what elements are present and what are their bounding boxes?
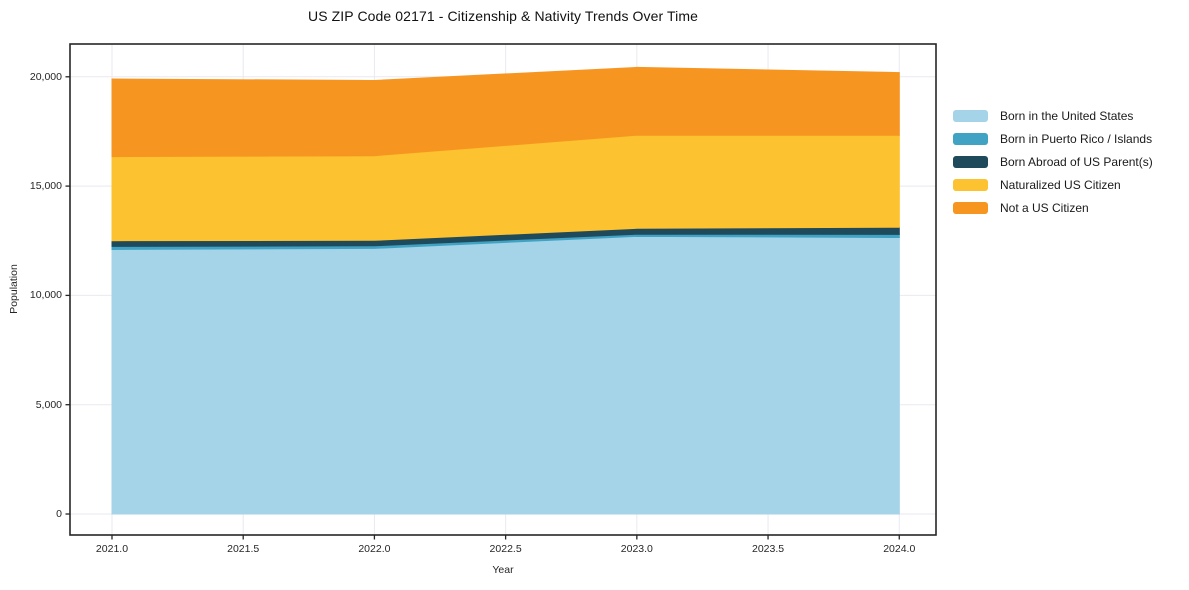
- legend-swatch-icon: [953, 201, 988, 214]
- legend-item-born-in-puerto-rico-islands: Born in Puerto Rico / Islands: [953, 127, 1153, 150]
- legend-item-naturalized-us-citizen: Naturalized US Citizen: [953, 173, 1153, 196]
- chart-title: US ZIP Code 02171 - Citizenship & Nativi…: [307, 8, 699, 24]
- legend-swatch-icon: [953, 109, 988, 122]
- legend-swatch-icon: [953, 155, 988, 168]
- area-born-in-the-united-states: [111, 235, 900, 515]
- legend-swatch-icon: [953, 178, 988, 191]
- legend-item-born-abroad-of-us-parent-s: Born Abroad of US Parent(s): [953, 150, 1153, 173]
- x-tick-label: 2022.0: [358, 543, 391, 555]
- legend-label: Born in Puerto Rico / Islands: [1000, 131, 1153, 146]
- chart-legend: Born in the United States Born in Puerto …: [953, 104, 1153, 219]
- legend-label: Born in the United States: [1000, 108, 1134, 123]
- x-tick-label: 2022.5: [489, 543, 522, 555]
- legend-swatch-icon: [953, 132, 988, 145]
- x-tick-label: 2024.0: [883, 543, 916, 555]
- y-tick-label: 15,000: [29, 180, 62, 193]
- plot-frame: [69, 43, 937, 536]
- x-tick-label: 2021.5: [227, 543, 260, 555]
- x-tick-label: 2023.5: [751, 543, 785, 555]
- x-tick-label: 2023.0: [620, 543, 653, 555]
- y-tick-label: 0: [56, 508, 62, 520]
- x-axis-label: Year: [492, 564, 514, 576]
- legend-label: Not a US Citizen: [1000, 200, 1089, 215]
- y-tick-label: 20,000: [29, 70, 62, 83]
- legend-item-not-a-us-citizen: Not a US Citizen: [953, 196, 1153, 219]
- x-tick-label: 2021.0: [95, 543, 129, 555]
- legend-label: Born Abroad of US Parent(s): [1000, 154, 1153, 169]
- y-tick-label: 10,000: [29, 289, 62, 302]
- legend-item-born-in-the-united-states: Born in the United States: [953, 104, 1153, 127]
- y-tick-label: 5,000: [35, 398, 62, 411]
- area-not-a-us-citizen: [111, 66, 900, 158]
- legend-label: Naturalized US Citizen: [1000, 177, 1121, 192]
